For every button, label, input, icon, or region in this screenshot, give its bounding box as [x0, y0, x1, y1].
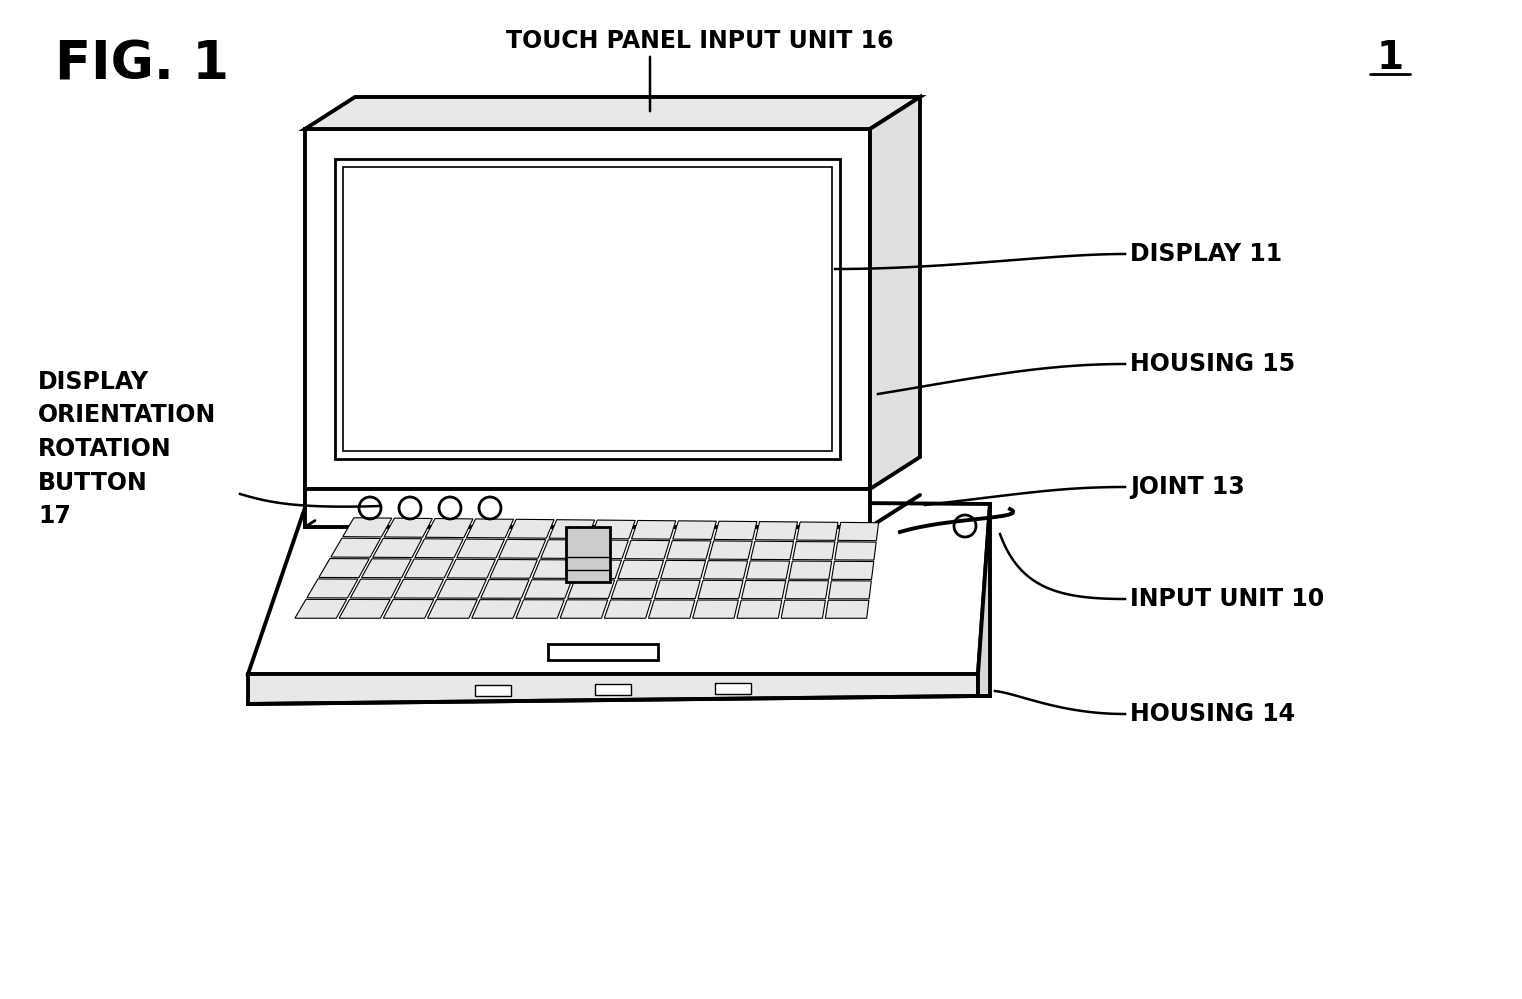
Polygon shape — [825, 600, 869, 618]
Text: DISPLAY
ORIENTATION
ROTATION
BUTTON
17: DISPLAY ORIENTATION ROTATION BUTTON 17 — [38, 370, 216, 528]
Polygon shape — [785, 580, 828, 598]
Polygon shape — [472, 599, 521, 618]
Text: DISPLAY 11: DISPLAY 11 — [1129, 242, 1282, 266]
Polygon shape — [335, 159, 840, 459]
Polygon shape — [583, 540, 629, 558]
Polygon shape — [467, 518, 513, 537]
Polygon shape — [737, 600, 782, 618]
Polygon shape — [788, 561, 831, 579]
Polygon shape — [533, 559, 580, 578]
Polygon shape — [304, 489, 871, 527]
Polygon shape — [362, 558, 411, 577]
Text: 1: 1 — [1376, 39, 1403, 77]
Polygon shape — [425, 518, 473, 537]
Polygon shape — [342, 517, 391, 536]
Polygon shape — [796, 521, 839, 540]
Polygon shape — [405, 559, 454, 577]
Polygon shape — [548, 644, 658, 660]
Text: FIG. 1: FIG. 1 — [55, 39, 228, 91]
Polygon shape — [304, 97, 919, 129]
Polygon shape — [457, 539, 504, 558]
Polygon shape — [750, 541, 793, 559]
Polygon shape — [709, 540, 752, 559]
Polygon shape — [549, 519, 595, 538]
Polygon shape — [560, 599, 607, 618]
Polygon shape — [699, 580, 743, 598]
Polygon shape — [632, 520, 676, 539]
Polygon shape — [591, 520, 635, 538]
Polygon shape — [437, 579, 487, 598]
Polygon shape — [673, 520, 717, 539]
Polygon shape — [307, 579, 358, 598]
Polygon shape — [384, 518, 432, 537]
Text: HOUSING 15: HOUSING 15 — [1129, 352, 1295, 376]
Polygon shape — [654, 580, 700, 598]
Polygon shape — [475, 685, 511, 696]
Polygon shape — [781, 600, 825, 618]
Polygon shape — [428, 599, 478, 618]
Polygon shape — [693, 600, 738, 618]
Polygon shape — [339, 599, 390, 618]
Polygon shape — [248, 674, 979, 704]
Polygon shape — [304, 129, 871, 489]
Polygon shape — [604, 599, 651, 618]
Polygon shape — [624, 540, 670, 558]
Text: JOINT 13: JOINT 13 — [1129, 475, 1245, 499]
Text: INPUT UNIT 10: INPUT UNIT 10 — [1129, 587, 1324, 611]
Polygon shape — [871, 97, 919, 489]
Polygon shape — [828, 580, 871, 598]
Polygon shape — [490, 559, 537, 578]
Polygon shape — [330, 538, 380, 557]
Polygon shape — [703, 560, 747, 579]
Polygon shape — [499, 539, 546, 558]
Polygon shape — [648, 600, 696, 618]
Polygon shape — [746, 560, 790, 579]
Polygon shape — [373, 538, 422, 557]
Polygon shape — [508, 519, 554, 538]
Polygon shape — [566, 527, 609, 582]
Polygon shape — [540, 539, 587, 558]
Polygon shape — [524, 579, 572, 598]
Polygon shape — [568, 579, 615, 598]
Polygon shape — [714, 521, 756, 539]
Polygon shape — [755, 521, 798, 540]
Polygon shape — [979, 504, 989, 696]
Polygon shape — [481, 579, 530, 598]
Polygon shape — [715, 682, 750, 693]
Polygon shape — [384, 599, 434, 618]
Polygon shape — [447, 559, 495, 578]
Polygon shape — [416, 538, 463, 557]
Text: HOUSING 14: HOUSING 14 — [1129, 702, 1295, 726]
Polygon shape — [394, 579, 443, 598]
Polygon shape — [295, 599, 347, 618]
Polygon shape — [618, 560, 664, 578]
Polygon shape — [661, 560, 706, 578]
Polygon shape — [667, 540, 711, 559]
Polygon shape — [834, 541, 877, 560]
Polygon shape — [318, 558, 370, 577]
Polygon shape — [516, 599, 565, 618]
Polygon shape — [741, 580, 785, 598]
Polygon shape — [350, 579, 400, 598]
Text: TOUCH PANEL INPUT UNIT 16: TOUCH PANEL INPUT UNIT 16 — [507, 29, 893, 53]
Polygon shape — [612, 580, 658, 598]
Polygon shape — [793, 541, 836, 559]
Polygon shape — [342, 167, 833, 451]
Polygon shape — [575, 560, 621, 578]
Polygon shape — [248, 499, 989, 674]
Polygon shape — [831, 561, 874, 579]
Polygon shape — [595, 684, 632, 695]
Polygon shape — [837, 522, 878, 540]
